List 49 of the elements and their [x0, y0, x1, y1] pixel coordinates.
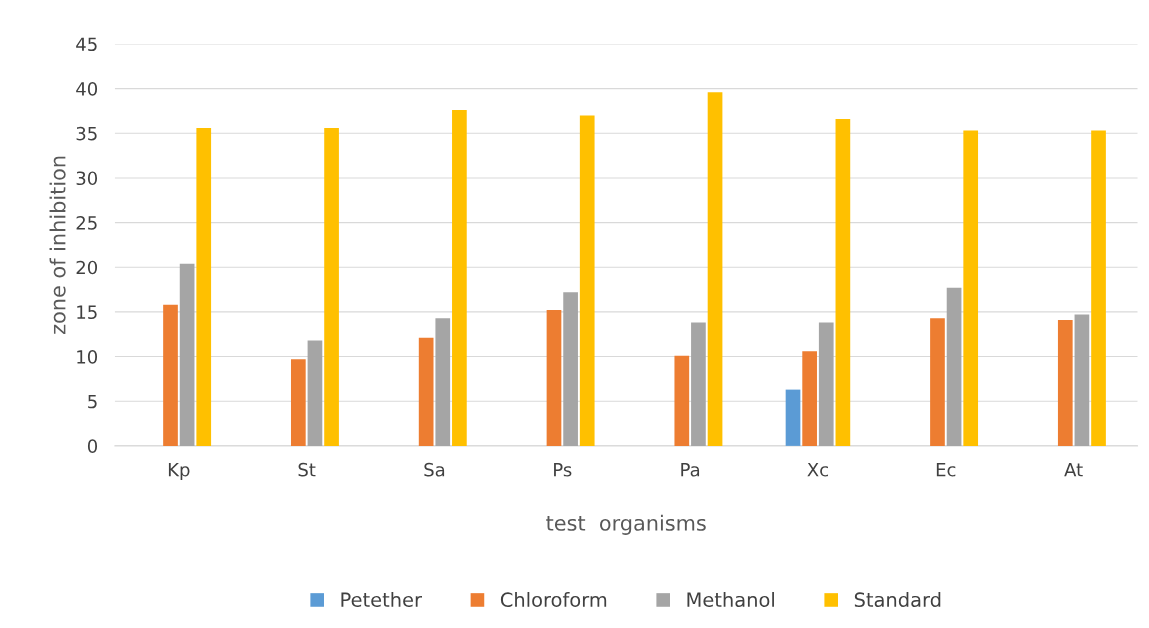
x-axis-title: test organisms [546, 514, 706, 535]
y-tick-label: 15 [77, 305, 97, 320]
legend-label: Chloroform [500, 591, 607, 608]
bar [563, 292, 578, 446]
y-tick-label: 10 [77, 350, 98, 364]
bar [963, 130, 979, 446]
y-tick-label: 45 [76, 37, 97, 52]
bar [452, 110, 467, 446]
legend-label: Methanol [687, 591, 774, 608]
bar [707, 92, 723, 446]
bar [930, 318, 945, 446]
bar [196, 127, 212, 446]
x-tick-label: St [298, 462, 316, 477]
bar [290, 359, 306, 446]
y-axis-title: zone of inhibition [49, 156, 66, 334]
bar [1057, 319, 1073, 446]
bar [418, 337, 434, 446]
y-tick-label: 0 [87, 439, 98, 453]
x-tick-label: Ps [554, 463, 572, 477]
bar [324, 127, 339, 446]
x-tick-label: Ec [936, 463, 956, 477]
y-tick-label: 5 [88, 394, 97, 409]
y-tick-label: 30 [76, 171, 98, 186]
bar [1074, 314, 1090, 446]
bar [785, 389, 801, 446]
x-tick-label: Xc [807, 463, 828, 477]
legend-label: Standard [854, 591, 941, 608]
bar [835, 118, 851, 446]
bar [546, 310, 562, 446]
y-tick-label: 20 [76, 260, 98, 275]
bar [179, 263, 195, 446]
legend-label: Petether [341, 591, 423, 608]
y-tick-label: 25 [76, 216, 97, 230]
bar [163, 304, 178, 446]
bar [307, 340, 323, 446]
x-tick-label: Sa [424, 462, 445, 477]
bar [579, 115, 595, 446]
x-tick-label: Pa [681, 463, 700, 477]
x-tick-label: Kp [168, 463, 190, 481]
bar [691, 322, 706, 446]
bar [946, 287, 962, 446]
bar [674, 355, 690, 446]
bar [802, 351, 817, 446]
bar [1091, 130, 1106, 446]
y-tick-label: 35 [76, 126, 97, 141]
bar [435, 318, 451, 446]
bar [818, 322, 834, 446]
y-tick-label: 40 [76, 82, 98, 96]
x-tick-label: At [1064, 463, 1083, 477]
